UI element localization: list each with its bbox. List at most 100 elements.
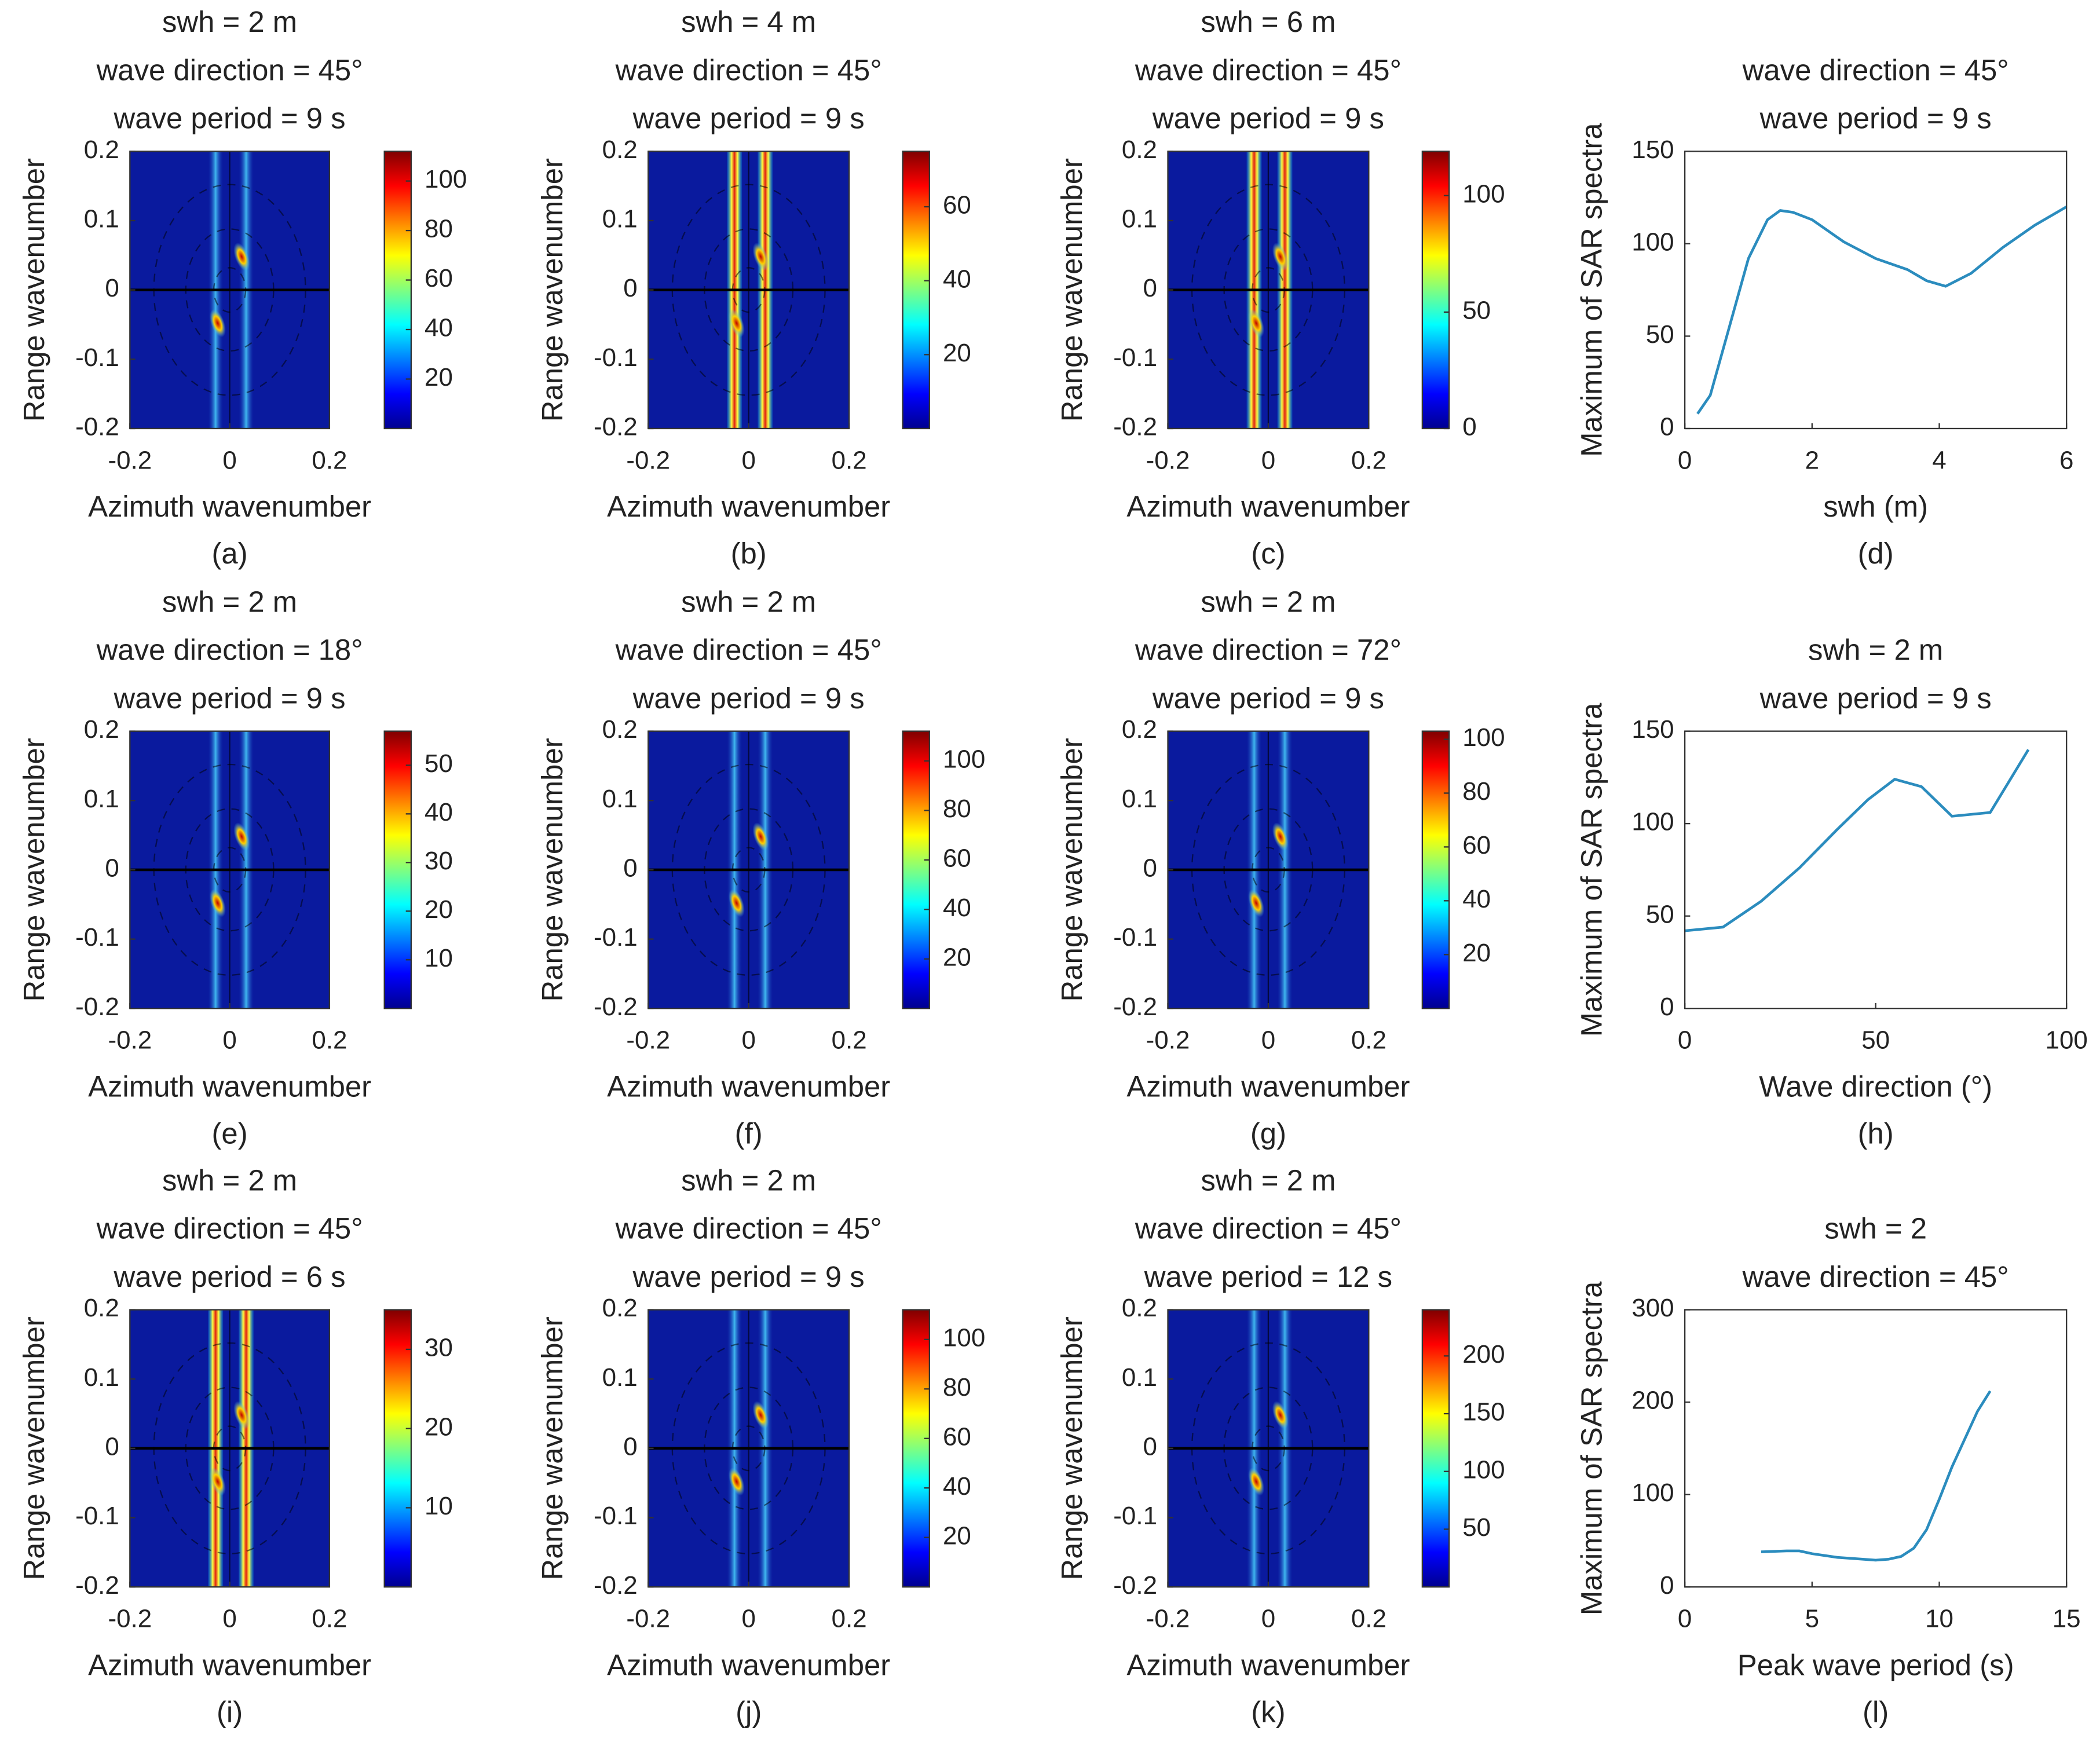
colorbar-tick-label: 60 xyxy=(943,1422,971,1451)
colorbar-tick-label: 20 xyxy=(943,1521,971,1550)
panel-title: wave direction = 45° xyxy=(1742,53,2009,86)
panel-caption: (f) xyxy=(735,1117,763,1150)
colorbar-tick-label: 40 xyxy=(1462,885,1491,913)
y-tick-label: 0.2 xyxy=(602,136,638,164)
x-tick-label: -0.2 xyxy=(626,1026,670,1055)
axes-frame xyxy=(1684,151,2068,430)
x-tick-label: 0 xyxy=(1261,1605,1275,1633)
data-line xyxy=(1696,206,2068,415)
panel-title: wave period = 6 s xyxy=(114,1260,346,1293)
x-axis-label: swh (m) xyxy=(1823,490,1928,523)
y-tick-label: 300 xyxy=(1631,1294,1674,1322)
x-tick-label: 0 xyxy=(741,446,755,474)
panel-title: wave period = 9 s xyxy=(114,102,346,135)
y-tick-label: 100 xyxy=(1631,1479,1674,1507)
panel-title: wave direction = 45° xyxy=(615,634,882,667)
y-tick-label: 50 xyxy=(1646,320,1674,349)
y-tick-label: 0.2 xyxy=(84,1294,119,1322)
y-tick-label: 0 xyxy=(623,854,637,883)
x-tick-label: 0.2 xyxy=(832,1026,867,1055)
colorbar-tick-label: 100 xyxy=(1462,180,1505,208)
y-tick-label: 0.1 xyxy=(1122,1363,1157,1392)
x-tick-label: -0.2 xyxy=(1146,1605,1190,1633)
spectrum-blob xyxy=(752,822,769,851)
panel-title: swh = 2 m xyxy=(162,1163,297,1197)
spectrum-image xyxy=(130,731,330,1009)
y-tick-label: 100 xyxy=(1631,228,1674,256)
panel-caption: (a) xyxy=(212,537,248,570)
x-tick-label: 0 xyxy=(741,1605,755,1633)
y-tick-label: 0.2 xyxy=(602,715,638,744)
panel-title: wave direction = 45° xyxy=(96,53,363,86)
panel: swh = 2 m wave direction = 45° wave period… xyxy=(1055,1163,1505,1728)
colorbar-tick-label: 40 xyxy=(943,265,971,293)
colorbar-tick-label: 20 xyxy=(425,895,453,924)
x-tick-label: -0.2 xyxy=(1146,1026,1190,1055)
x-tick-label: 0 xyxy=(1678,1605,1692,1633)
spectrum-image xyxy=(130,151,330,429)
y-tick-label: 100 xyxy=(1631,808,1674,836)
x-tick-label: 0 xyxy=(222,1605,236,1633)
panel-title: swh = 2 m xyxy=(1201,1163,1336,1197)
x-tick-label: 0.2 xyxy=(1351,1605,1386,1633)
panel-title: wave direction = 45° xyxy=(96,1212,363,1245)
x-tick-label: 0 xyxy=(741,1026,755,1055)
panel: swh = 2 m wave period = 9 s 0 50 100 0 50 100 15… xyxy=(1575,634,2088,1150)
panel: swh = 2 m wave direction = 45° wave period… xyxy=(536,585,985,1150)
y-tick-label: 0.2 xyxy=(1122,715,1157,744)
panel-caption: (b) xyxy=(731,537,767,570)
y-tick-label: 0.2 xyxy=(1122,1294,1157,1322)
colorbar-tick-label: 100 xyxy=(425,165,467,193)
y-tick-label: 0.1 xyxy=(602,205,638,233)
spectrum-image xyxy=(1168,151,1369,429)
x-tick-label: -0.2 xyxy=(626,1605,670,1633)
panel: swh = 6 m wave direction = 45° wave period… xyxy=(1055,5,1505,570)
x-axis-label: Peak wave period (s) xyxy=(1737,1648,2014,1681)
y-axis-label: Range wavenumber xyxy=(17,1316,50,1580)
panel-title: swh = 2 m xyxy=(1808,634,1943,667)
colorbar-tick-label: 0 xyxy=(1462,413,1476,441)
panel-title: wave period = 9 s xyxy=(114,682,346,715)
x-axis-label: Azimuth wavenumber xyxy=(1126,490,1410,523)
y-tick-label: -0.1 xyxy=(1113,1502,1157,1530)
x-tick-label: 0.2 xyxy=(832,446,867,474)
x-tick-label: 0.2 xyxy=(312,1026,347,1055)
colorbar xyxy=(1421,151,1450,430)
colorbar-tick-label: 20 xyxy=(943,943,971,971)
colorbar-tick-label: 100 xyxy=(943,745,985,773)
x-axis-label: Azimuth wavenumber xyxy=(1126,1648,1410,1681)
y-tick-label: -0.2 xyxy=(75,1571,119,1600)
colorbar-tick-label: 80 xyxy=(425,215,453,243)
panel-title: swh = 2 m xyxy=(162,5,297,38)
colorbar-tick-label: 20 xyxy=(425,363,453,391)
y-axis-label: Range wavenumber xyxy=(1055,158,1088,422)
x-tick-label: 6 xyxy=(2059,446,2073,474)
panel-title: wave period = 9 s xyxy=(1152,102,1384,135)
y-tick-label: 0.2 xyxy=(84,715,119,744)
y-tick-label: 0.2 xyxy=(84,136,119,164)
data-line xyxy=(1761,1390,1992,1562)
colorbar-tick-label: 40 xyxy=(425,798,453,826)
colorbar xyxy=(383,151,412,430)
y-tick-label: 200 xyxy=(1631,1386,1674,1415)
panel-title: swh = 2 m xyxy=(1201,585,1336,618)
x-tick-label: 2 xyxy=(1805,446,1819,474)
x-tick-label: 0.2 xyxy=(312,1605,347,1633)
y-tick-label: 0 xyxy=(1143,1432,1157,1461)
colorbar-tick-label: 50 xyxy=(1462,296,1491,324)
y-tick-label: 50 xyxy=(1646,900,1674,928)
panel: swh = 2 wave direction = 45° 0 5 10 15 0 100 200… xyxy=(1575,1212,2080,1729)
x-tick-label: 0 xyxy=(1678,446,1692,474)
colorbar xyxy=(902,1309,931,1588)
y-tick-label: 0.2 xyxy=(602,1294,638,1322)
panel-title: swh = 2 xyxy=(1824,1212,1927,1245)
panel: swh = 4 m wave direction = 45° wave period… xyxy=(536,5,971,570)
panel-title: wave direction = 45° xyxy=(1135,1212,1402,1245)
panel-caption: (g) xyxy=(1250,1117,1286,1150)
colorbar-tick-label: 60 xyxy=(943,191,971,219)
x-tick-label: -0.2 xyxy=(108,1026,152,1055)
x-axis-label: Azimuth wavenumber xyxy=(1126,1070,1410,1103)
y-axis-label: Maximum of SAR spectra xyxy=(1575,123,1608,457)
spectrum-image xyxy=(648,151,850,429)
